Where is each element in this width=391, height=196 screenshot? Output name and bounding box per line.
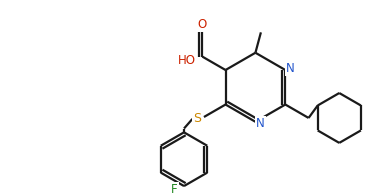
Text: F: F <box>171 183 178 196</box>
Text: N: N <box>286 62 294 75</box>
Text: HO: HO <box>178 54 196 67</box>
Text: S: S <box>193 113 201 125</box>
Text: N: N <box>256 117 265 130</box>
Text: O: O <box>198 18 207 31</box>
